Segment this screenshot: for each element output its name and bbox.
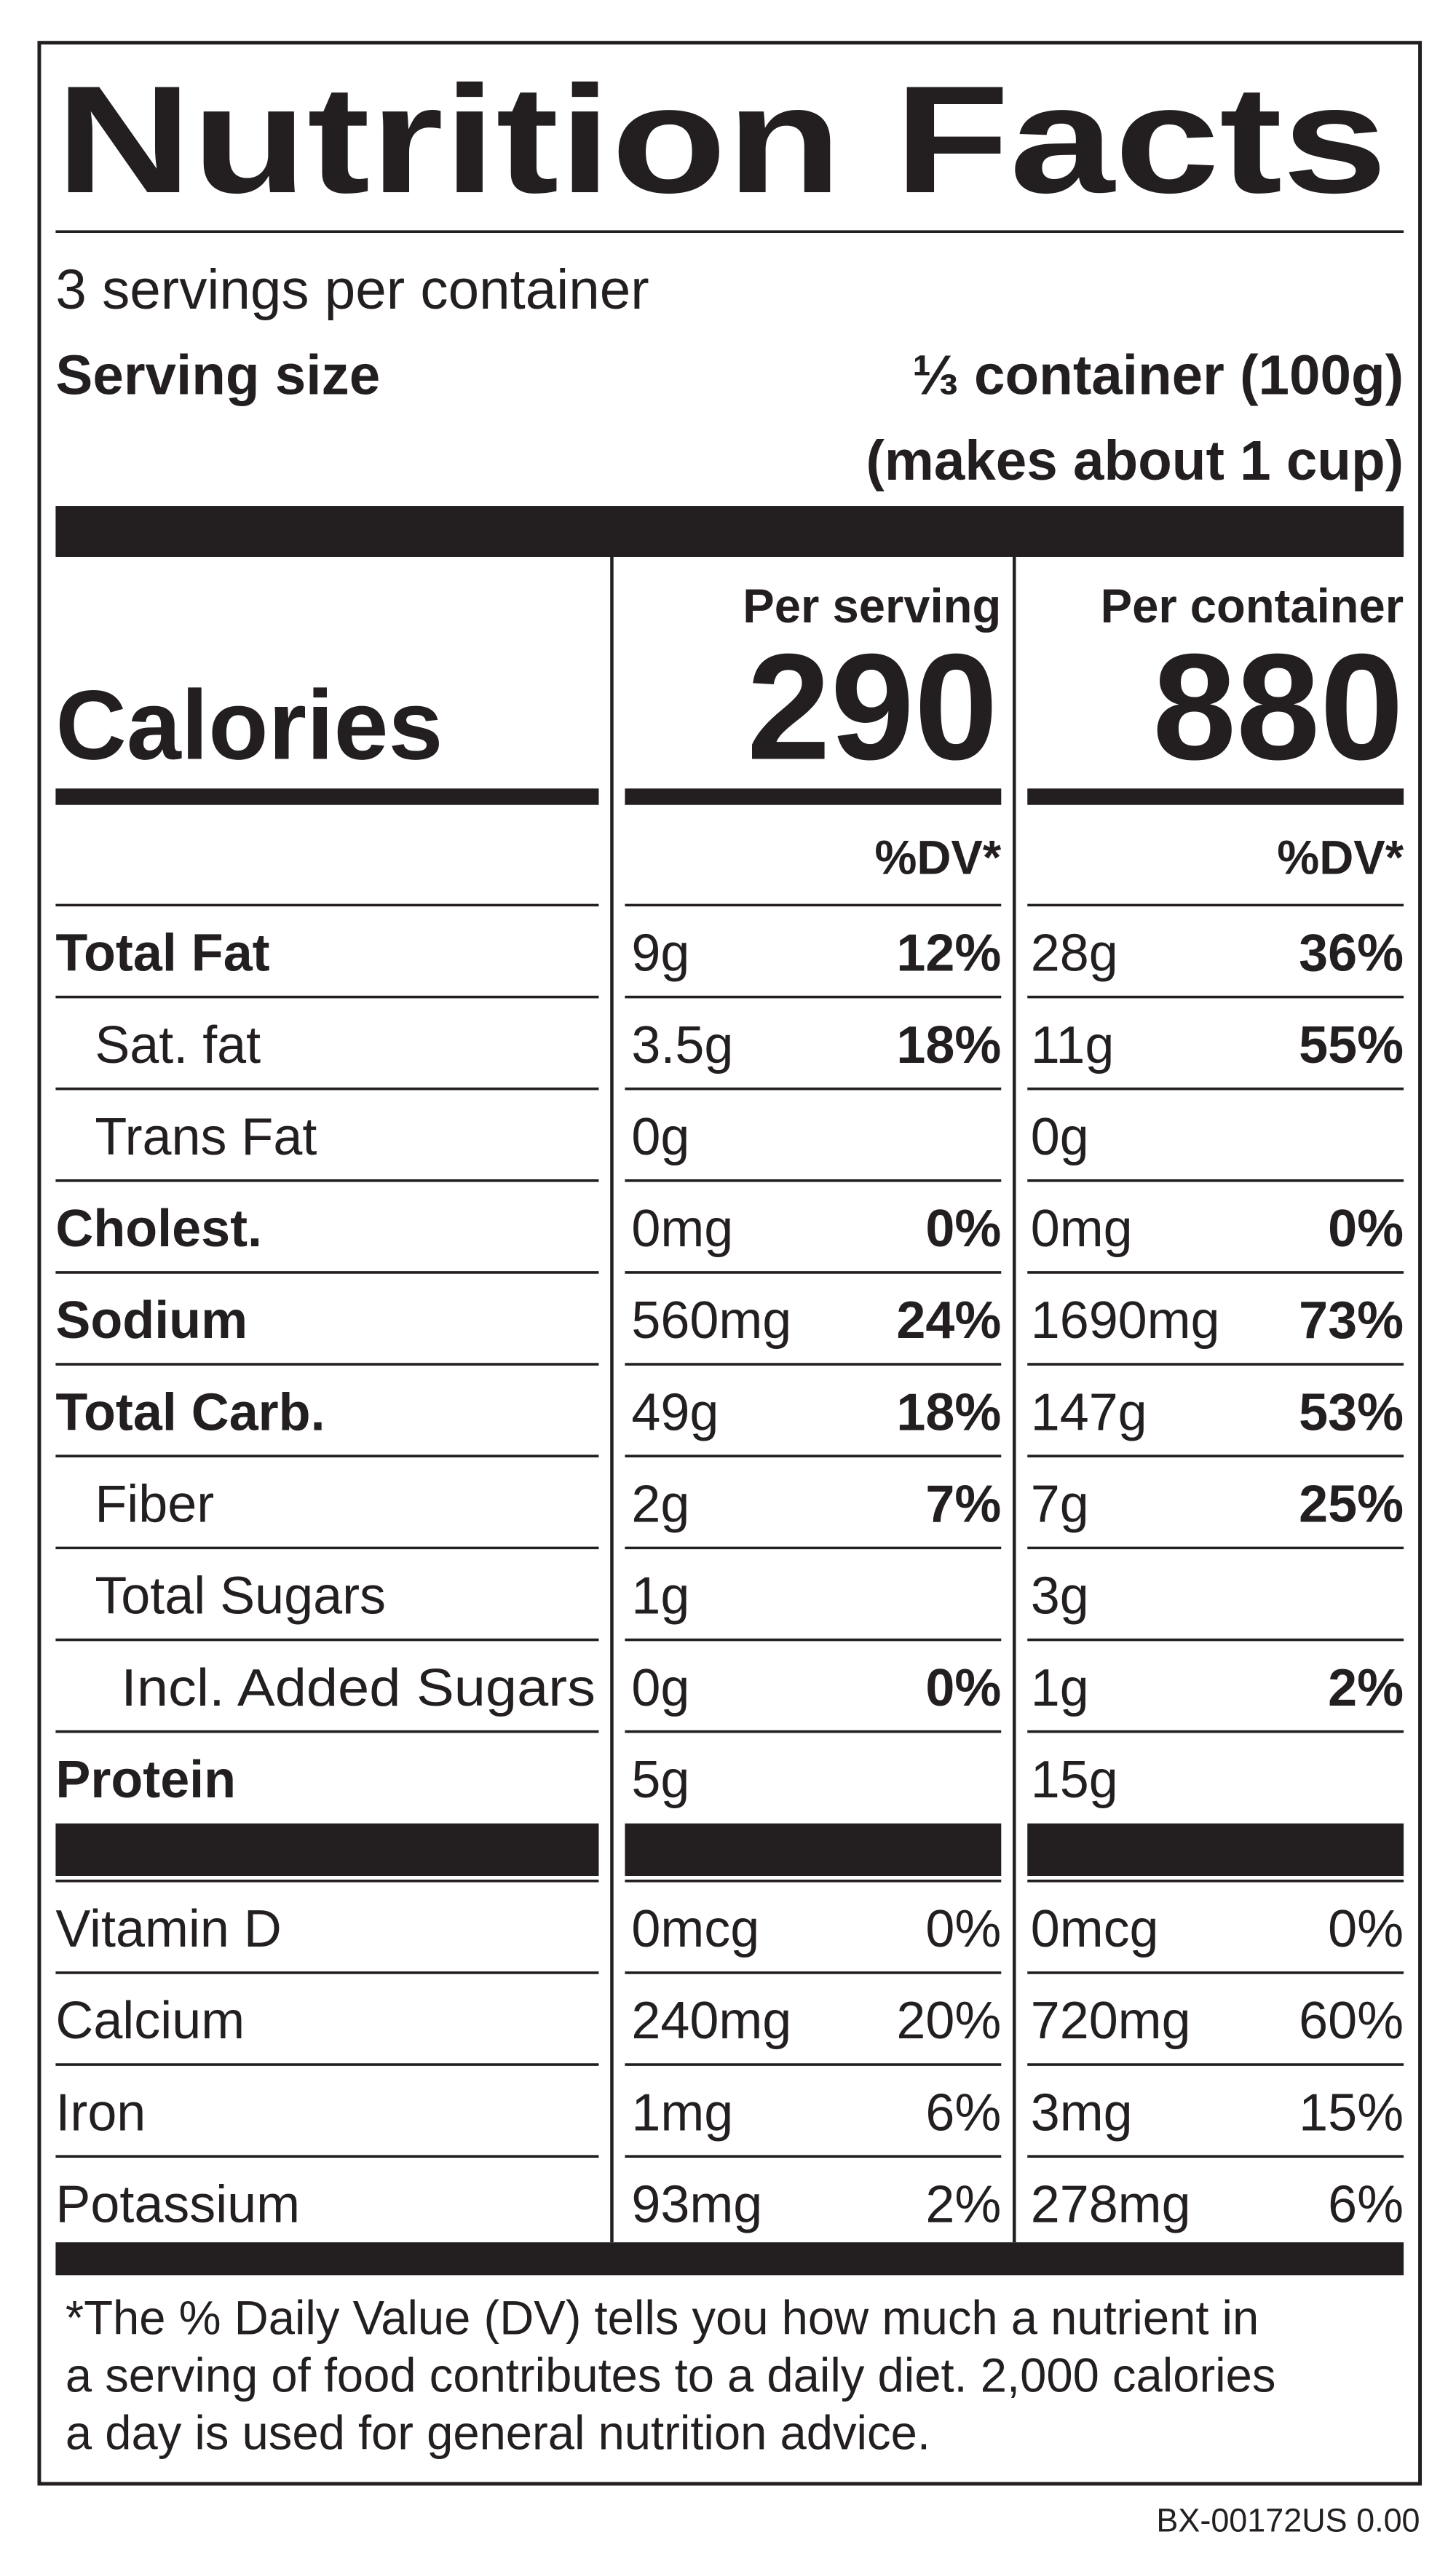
daily-value: 6% <box>925 2083 1001 2142</box>
daily-value: 73% <box>1299 1291 1404 1350</box>
daily-value: 0% <box>925 1900 1001 1958</box>
daily-value: 24% <box>896 1291 1001 1350</box>
daily-value: 2% <box>925 2175 1001 2233</box>
daily-value: 60% <box>1299 1992 1404 2050</box>
amount: 1g <box>1031 1659 1089 1717</box>
daily-value: 15% <box>1299 2083 1404 2142</box>
thick-bar <box>1027 1823 1404 1877</box>
nutrient-name: Total Sugars <box>95 1567 386 1626</box>
nutrient-name: Total Fat <box>55 925 269 983</box>
amount: 720mg <box>1031 1992 1191 2050</box>
amount: 560mg <box>631 1291 791 1350</box>
amount: 9g <box>631 925 689 983</box>
nutrient-name: Total Carb. <box>55 1383 325 1441</box>
amount: 7g <box>1031 1475 1089 1533</box>
daily-value: 0% <box>1328 1900 1404 1958</box>
thick-bar <box>55 1823 599 1877</box>
nutrient-name: Vitamin D <box>55 1900 281 1958</box>
nutrient-name: Protein <box>55 1751 236 1809</box>
daily-value: 55% <box>1299 1016 1404 1074</box>
product-code: BX-00172US 0.00 <box>1156 2501 1420 2538</box>
bar-group <box>55 788 1404 805</box>
amount: 1690mg <box>1031 1291 1220 1350</box>
medium-bar <box>1027 788 1404 805</box>
nutrient-name: Iron <box>55 2083 146 2142</box>
column-heading: Per container <box>1101 579 1404 633</box>
amount: 15g <box>1031 1751 1118 1809</box>
servings: 3 servings per container <box>55 259 649 321</box>
daily-value: 25% <box>1299 1475 1404 1533</box>
daily-value: 6% <box>1328 2175 1404 2233</box>
daily-value: 0% <box>1328 1200 1404 1258</box>
title: Nutrition Facts <box>55 55 1387 225</box>
amount: 0g <box>1031 1108 1089 1166</box>
footnote-line: a day is used for general nutrition advi… <box>66 2406 930 2459</box>
daily-value: 53% <box>1299 1383 1404 1441</box>
amount: 28g <box>1031 925 1118 983</box>
footnote-line: a serving of food contributes to a daily… <box>66 2348 1276 2402</box>
label-border <box>37 41 1423 2486</box>
serving-size-value: ⅓ container (100g) <box>912 344 1404 406</box>
daily-value: 36% <box>1299 925 1404 983</box>
amount: 3.5g <box>631 1016 733 1074</box>
calories-amount: 880 <box>1152 622 1404 791</box>
column-divider <box>1013 555 1016 2243</box>
amount: 0mcg <box>1031 1900 1159 1958</box>
dv-heading: %DV* <box>1277 831 1404 884</box>
calories-amount: 290 <box>747 622 998 791</box>
amount: 0g <box>631 1108 689 1166</box>
amount: 278mg <box>1031 2175 1191 2233</box>
nutrient-name: Sat. fat <box>95 1016 261 1074</box>
amount: 11g <box>1031 1016 1115 1074</box>
column-divider <box>610 555 614 2243</box>
daily-value: 20% <box>896 1992 1001 2050</box>
amount: 0mcg <box>631 1900 759 1958</box>
nutrient-name: Potassium <box>55 2175 300 2233</box>
daily-value: 12% <box>896 925 1001 983</box>
daily-value: 0% <box>925 1200 1001 1258</box>
footnote-line: *The % Daily Value (DV) tells you how mu… <box>66 2291 1259 2344</box>
amount: 0mg <box>1031 1200 1133 1258</box>
amount: 0g <box>631 1659 689 1717</box>
nutrient-name: Incl. Added Sugars <box>121 1659 596 1717</box>
nutrient-name: Cholest. <box>55 1200 262 1258</box>
amount: 5g <box>631 1751 689 1809</box>
daily-value: 18% <box>896 1016 1001 1074</box>
amount: 3mg <box>1031 2083 1133 2142</box>
nutrient-name: Calcium <box>55 1992 245 2050</box>
amount: 0mg <box>631 1200 733 1258</box>
amount: 1mg <box>631 2083 733 2142</box>
serving-size-label: Serving size <box>55 344 380 406</box>
thick-bar <box>55 506 1404 557</box>
bar-group <box>55 1823 1404 1877</box>
nutrient-name: Sodium <box>55 1291 248 1350</box>
daily-value: 0% <box>925 1659 1001 1717</box>
thick-bar <box>625 1823 1002 1877</box>
amount: 93mg <box>631 2175 762 2233</box>
nutrient-name: Trans Fat <box>95 1108 317 1166</box>
amount: 3g <box>1031 1567 1089 1626</box>
medium-bar <box>625 788 1002 805</box>
amount: 49g <box>631 1383 719 1441</box>
amount: 147g <box>1031 1383 1147 1441</box>
daily-value: 7% <box>925 1475 1001 1533</box>
daily-value: 2% <box>1328 1659 1404 1717</box>
medium-bar <box>55 788 599 805</box>
amount: 240mg <box>631 1992 791 2050</box>
daily-value: 18% <box>896 1383 1001 1441</box>
calories-label: Calories <box>55 670 443 780</box>
dv-heading: %DV* <box>874 831 1001 884</box>
amount: 2g <box>631 1475 689 1533</box>
thick-bar <box>55 2242 1404 2276</box>
column-heading: Per serving <box>743 579 1001 633</box>
amount: 1g <box>631 1567 689 1626</box>
nutrient-name: Fiber <box>95 1475 214 1533</box>
serving-size-note: (makes about 1 cup) <box>866 430 1404 492</box>
